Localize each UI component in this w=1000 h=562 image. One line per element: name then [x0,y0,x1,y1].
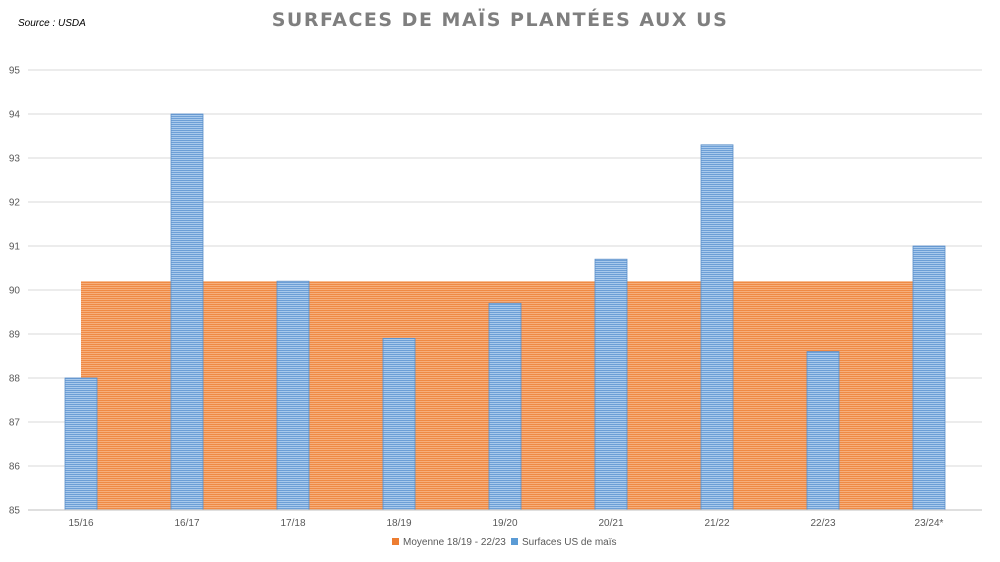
x-tick-label: 19/20 [492,518,517,529]
x-tick-label: 17/18 [280,518,305,529]
bar [170,113,204,511]
legend: Moyenne 18/19 - 22/23 Surfaces US de maïs [392,537,616,548]
source-note: Source : USDA [18,18,86,29]
x-tick-label: 23/24* [915,518,944,529]
bar [382,337,416,511]
bar [806,351,840,511]
y-tick-label: 93 [9,154,21,165]
y-tick-label: 90 [9,286,21,297]
chart-title: SURFACES DE MAÏS PLANTÉES AUX US [271,9,729,31]
y-tick-label: 94 [9,110,21,121]
y-tick-label: 91 [9,242,21,253]
legend-swatch-average [392,538,399,545]
x-tick-label: 18/19 [386,518,411,529]
y-tick-label: 88 [9,374,21,385]
bars-layer [64,113,946,511]
bar [700,144,734,511]
x-tick-label: 16/17 [174,518,199,529]
y-tick-label: 95 [9,66,21,77]
bar [488,302,522,511]
x-tick-label: 15/16 [68,518,93,529]
legend-swatch-bars [511,538,518,545]
y-tick-label: 89 [9,330,21,341]
y-tick-label: 87 [9,418,21,429]
x-tick-label: 22/23 [810,518,835,529]
axes: 85 86 87 88 89 90 91 92 93 94 95 15/16 16/17 17/18 18/… [9,66,982,529]
y-tick-label: 86 [9,462,21,473]
y-tick-label: 92 [9,198,21,209]
bar [594,258,628,511]
legend-label-bars: Surfaces US de maïs [522,537,616,548]
x-tick-label: 20/21 [598,518,623,529]
bar [912,245,946,511]
y-tick-label: 85 [9,506,21,517]
x-tick-label: 21/22 [704,518,729,529]
bar [64,377,98,511]
bar [276,280,310,511]
legend-label-average: Moyenne 18/19 - 22/23 [403,537,506,548]
